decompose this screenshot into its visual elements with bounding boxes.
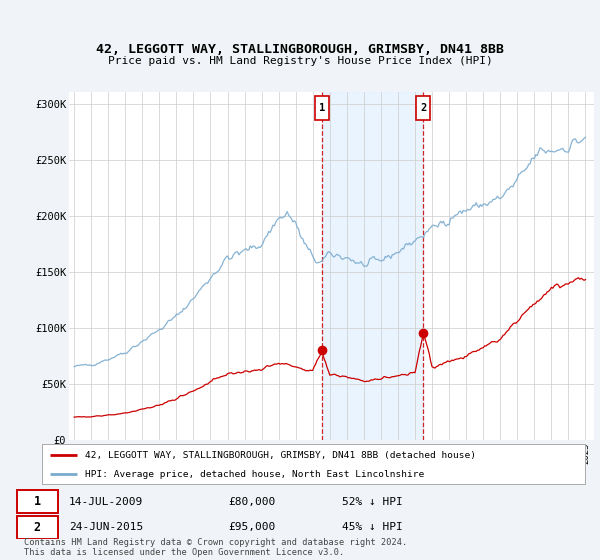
Text: 45% ↓ HPI: 45% ↓ HPI	[342, 522, 403, 533]
FancyBboxPatch shape	[315, 96, 329, 120]
Text: 52% ↓ HPI: 52% ↓ HPI	[342, 497, 403, 507]
Text: 42, LEGGOTT WAY, STALLINGBOROUGH, GRIMSBY, DN41 8BB (detached house): 42, LEGGOTT WAY, STALLINGBOROUGH, GRIMSB…	[85, 451, 476, 460]
FancyBboxPatch shape	[416, 96, 430, 120]
FancyBboxPatch shape	[17, 490, 58, 514]
Text: Contains HM Land Registry data © Crown copyright and database right 2024.
This d: Contains HM Land Registry data © Crown c…	[24, 538, 407, 557]
Text: 1: 1	[319, 103, 325, 113]
Bar	[322, 92, 423, 440]
Text: 24-JUN-2015: 24-JUN-2015	[69, 522, 143, 533]
Text: 14-JUL-2009: 14-JUL-2009	[69, 497, 143, 507]
FancyBboxPatch shape	[17, 516, 58, 539]
Text: 42, LEGGOTT WAY, STALLINGBOROUGH, GRIMSBY, DN41 8BB: 42, LEGGOTT WAY, STALLINGBOROUGH, GRIMSB…	[96, 43, 504, 56]
Text: 2: 2	[420, 103, 427, 113]
Text: Price paid vs. HM Land Registry's House Price Index (HPI): Price paid vs. HM Land Registry's House …	[107, 56, 493, 66]
Text: 2: 2	[34, 521, 41, 534]
Text: £95,000: £95,000	[228, 522, 275, 533]
Text: £80,000: £80,000	[228, 497, 275, 507]
Text: HPI: Average price, detached house, North East Lincolnshire: HPI: Average price, detached house, Nort…	[85, 470, 425, 479]
Text: 1: 1	[34, 495, 41, 508]
